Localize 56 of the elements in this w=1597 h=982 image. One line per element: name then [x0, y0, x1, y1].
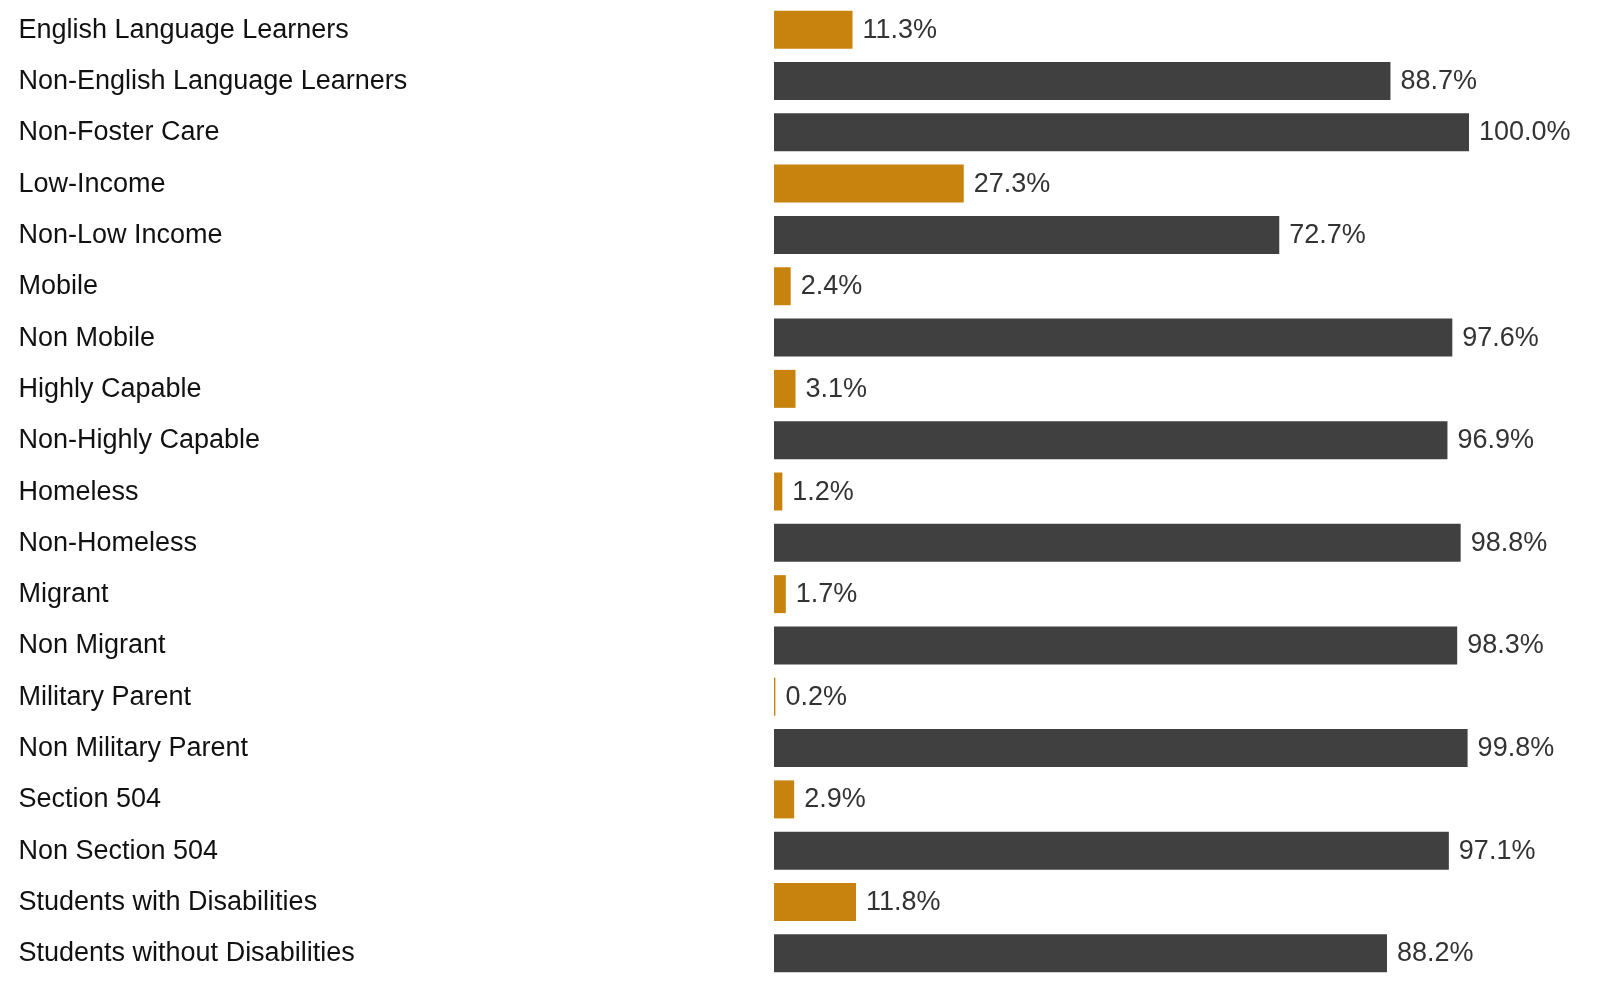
data-label: 1.2%: [792, 475, 854, 506]
data-label: 88.7%: [1400, 64, 1478, 95]
data-label: 1.7%: [795, 578, 858, 609]
bar: [774, 10, 853, 49]
bar: [774, 267, 791, 306]
data-label: 88.2%: [1396, 937, 1474, 968]
y-tick-label: Migrant: [18, 578, 110, 609]
data-label: 0.2%: [785, 680, 847, 711]
data-label: 2.4%: [800, 270, 863, 301]
y-tick-label: Non Mobile: [18, 321, 156, 352]
bar: [774, 626, 1458, 665]
y-tick-label: Mobile: [18, 270, 99, 301]
data-label: 27.3%: [973, 167, 1051, 198]
bar: [774, 472, 783, 511]
bar: [774, 369, 796, 408]
y-tick-label: English Language Learners: [18, 13, 349, 44]
bar: [774, 883, 857, 922]
bar: [774, 729, 1468, 768]
y-tick-label: Non-Foster Care: [18, 116, 220, 147]
bar: [774, 113, 1469, 152]
bar: [774, 831, 1449, 870]
y-tick-label: Non-Homeless: [18, 526, 198, 557]
data-label: 72.7%: [1289, 218, 1366, 249]
bar: [774, 934, 1387, 973]
data-label: 98.3%: [1467, 629, 1544, 660]
bar: [774, 164, 964, 203]
bar: [774, 575, 786, 614]
y-tick-label: Military Parent: [18, 680, 192, 711]
bar: [774, 421, 1448, 460]
y-tick-label: Non-English Language Learners: [18, 64, 408, 95]
data-label: 100.0%: [1479, 116, 1571, 147]
data-label: 98.8%: [1470, 526, 1548, 557]
y-tick-label: Homeless: [18, 475, 139, 506]
data-label: 99.8%: [1477, 732, 1555, 763]
y-tick-label: Students with Disabilities: [18, 886, 318, 917]
y-tick-label: Highly Capable: [18, 372, 202, 403]
bar: [774, 318, 1453, 357]
data-label: 11.8%: [866, 886, 941, 917]
y-tick-label: Non-Low Income: [18, 218, 223, 249]
y-tick-label: Non Migrant: [18, 629, 167, 660]
bar: [774, 780, 795, 819]
bar: [774, 523, 1461, 562]
data-label: 2.9%: [804, 783, 866, 814]
bar: [774, 215, 1280, 254]
y-tick-label: Low-Income: [18, 167, 166, 198]
data-label: 97.1%: [1458, 834, 1536, 865]
data-label: 96.9%: [1457, 424, 1535, 455]
bar: [774, 61, 1391, 100]
y-tick-label: Non Military Parent: [18, 732, 249, 763]
data-label: 97.6%: [1462, 321, 1539, 352]
data-label: 3.1%: [805, 372, 868, 403]
data-label: 11.3%: [862, 13, 938, 44]
y-tick-label: Non Section 504: [18, 834, 219, 865]
y-tick-label: Students without Disabilities: [18, 937, 355, 968]
y-tick-label: Non-Highly Capable: [18, 424, 261, 455]
y-tick-label: Section 504: [18, 783, 162, 814]
